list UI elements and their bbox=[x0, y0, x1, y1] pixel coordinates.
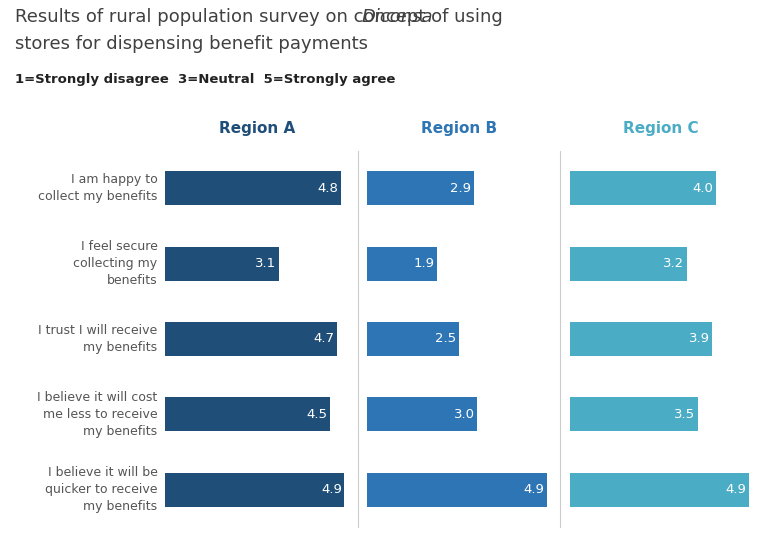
Text: 3.2: 3.2 bbox=[663, 257, 684, 270]
Text: I believe it will be
quicker to receive
my benefits: I believe it will be quicker to receive … bbox=[45, 466, 157, 513]
Text: 3.5: 3.5 bbox=[674, 408, 695, 421]
Bar bbox=[570, 171, 716, 205]
Text: 3.0: 3.0 bbox=[454, 408, 475, 421]
Text: Region C: Region C bbox=[624, 121, 699, 136]
Text: 2.5: 2.5 bbox=[435, 332, 456, 345]
Text: Region A: Region A bbox=[219, 121, 295, 136]
Text: I believe it will cost
me less to receive
my benefits: I believe it will cost me less to receiv… bbox=[37, 391, 157, 438]
Bar bbox=[570, 397, 697, 431]
Bar bbox=[367, 246, 437, 281]
Text: 4.9: 4.9 bbox=[321, 483, 342, 496]
Text: Results of rural population survey on concept of using: Results of rural population survey on co… bbox=[15, 8, 509, 26]
Text: I am happy to
collect my benefits: I am happy to collect my benefits bbox=[38, 173, 157, 203]
Bar bbox=[570, 322, 713, 356]
Text: Region B: Region B bbox=[421, 121, 497, 136]
Text: 4.7: 4.7 bbox=[313, 332, 335, 345]
Bar bbox=[165, 397, 330, 431]
Bar bbox=[367, 473, 547, 507]
Bar bbox=[367, 322, 458, 356]
Bar bbox=[367, 171, 474, 205]
Text: 4.9: 4.9 bbox=[726, 483, 746, 496]
Text: 4.8: 4.8 bbox=[317, 182, 338, 195]
Text: stores for dispensing benefit payments: stores for dispensing benefit payments bbox=[15, 35, 369, 53]
Bar bbox=[570, 473, 749, 507]
Text: 3.1: 3.1 bbox=[255, 257, 276, 270]
Text: 1.9: 1.9 bbox=[413, 257, 435, 270]
Text: 3.9: 3.9 bbox=[689, 332, 710, 345]
Bar bbox=[367, 397, 477, 431]
Text: 1=Strongly disagree  3=Neutral  5=Strongly agree: 1=Strongly disagree 3=Neutral 5=Strongly… bbox=[15, 73, 396, 86]
Text: 2.9: 2.9 bbox=[450, 182, 471, 195]
Text: 4.9: 4.9 bbox=[523, 483, 545, 496]
Text: I feel secure
collecting my
benefits: I feel secure collecting my benefits bbox=[73, 240, 157, 287]
Text: 4.0: 4.0 bbox=[693, 182, 713, 195]
Bar bbox=[165, 171, 341, 205]
Bar bbox=[165, 322, 337, 356]
Text: 4.5: 4.5 bbox=[306, 408, 327, 421]
Bar bbox=[165, 473, 345, 507]
Bar bbox=[570, 246, 687, 281]
Text: Diconsa: Diconsa bbox=[362, 8, 433, 26]
Bar bbox=[165, 246, 279, 281]
Text: I trust I will receive
my benefits: I trust I will receive my benefits bbox=[38, 324, 157, 354]
